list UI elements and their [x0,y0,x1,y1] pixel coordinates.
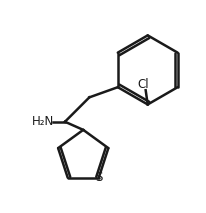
Text: S: S [95,171,102,184]
Text: H₂N: H₂N [32,115,54,128]
Text: Cl: Cl [138,78,150,91]
